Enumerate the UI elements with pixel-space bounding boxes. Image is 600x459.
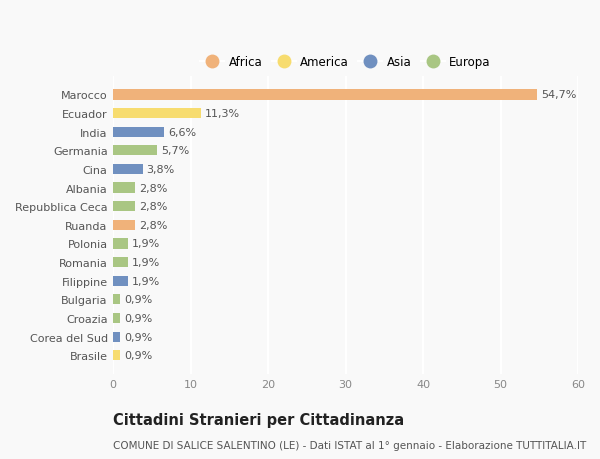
Text: 0,9%: 0,9% <box>124 332 152 342</box>
Bar <box>113 295 120 305</box>
Bar <box>113 220 135 230</box>
Legend: Africa, America, Asia, Europa: Africa, America, Asia, Europa <box>197 53 494 73</box>
Bar <box>113 276 128 286</box>
Bar <box>113 109 201 119</box>
Text: 0,9%: 0,9% <box>124 351 152 360</box>
Bar <box>113 90 537 101</box>
Bar <box>113 127 164 138</box>
Text: 1,9%: 1,9% <box>132 276 160 286</box>
Bar <box>113 164 143 175</box>
Bar <box>113 146 157 156</box>
Bar <box>113 183 135 193</box>
Text: 5,7%: 5,7% <box>161 146 190 156</box>
Text: 2,8%: 2,8% <box>139 202 167 212</box>
Bar <box>113 239 128 249</box>
Text: 6,6%: 6,6% <box>168 128 196 137</box>
Text: 11,3%: 11,3% <box>205 109 240 119</box>
Text: 0,9%: 0,9% <box>124 295 152 305</box>
Text: 1,9%: 1,9% <box>132 239 160 249</box>
Text: 1,9%: 1,9% <box>132 257 160 268</box>
Text: 2,8%: 2,8% <box>139 220 167 230</box>
Bar <box>113 332 120 342</box>
Bar <box>113 202 135 212</box>
Bar <box>113 350 120 361</box>
Text: 54,7%: 54,7% <box>541 90 576 100</box>
Text: Cittadini Stranieri per Cittadinanza: Cittadini Stranieri per Cittadinanza <box>113 412 404 427</box>
Text: 2,8%: 2,8% <box>139 183 167 193</box>
Bar <box>113 313 120 324</box>
Text: 3,8%: 3,8% <box>146 165 175 174</box>
Text: 0,9%: 0,9% <box>124 313 152 323</box>
Text: COMUNE DI SALICE SALENTINO (LE) - Dati ISTAT al 1° gennaio - Elaborazione TUTTIT: COMUNE DI SALICE SALENTINO (LE) - Dati I… <box>113 440 586 450</box>
Bar <box>113 257 128 268</box>
